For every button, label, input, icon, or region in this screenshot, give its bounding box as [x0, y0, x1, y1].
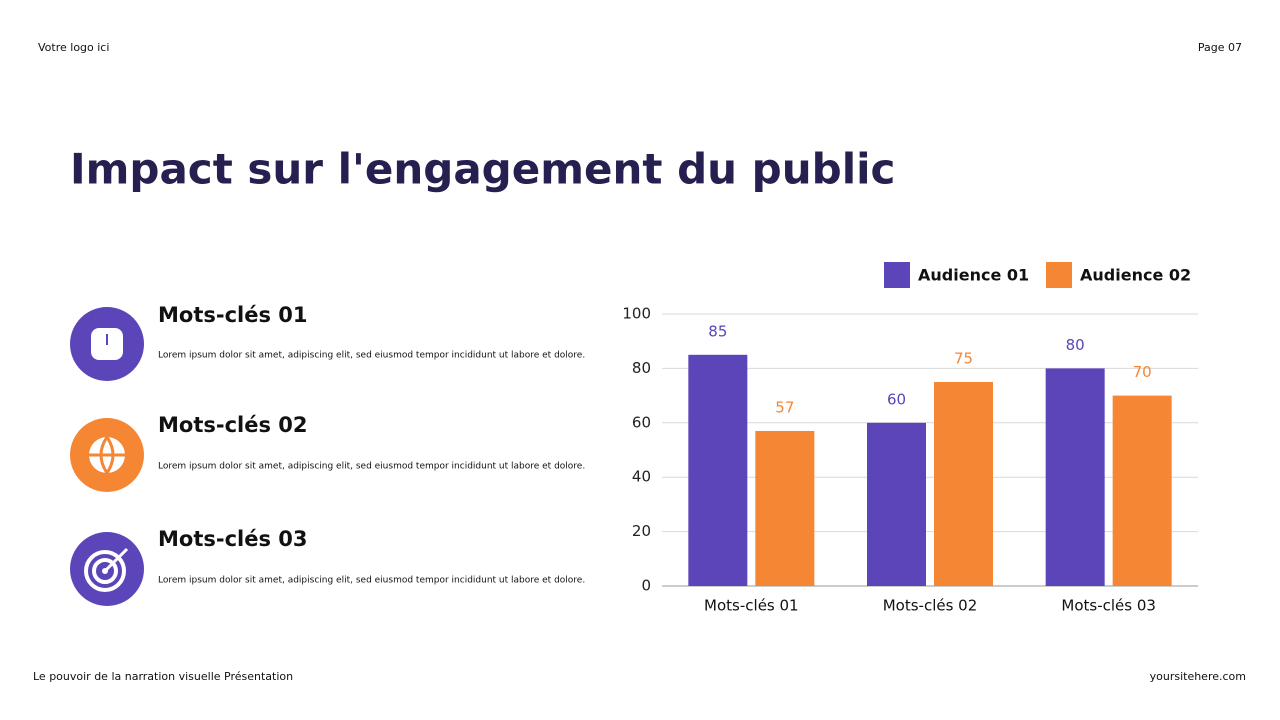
arrow — [103, 547, 129, 573]
y-tick-label: 40 — [632, 468, 651, 486]
bar — [755, 430, 815, 586]
data-label: 57 — [775, 398, 794, 416]
footer-right: yoursitehere.com — [1150, 670, 1246, 683]
item: Mots-clés 03 Lorem ipsum dolor sit amet,… — [70, 527, 585, 606]
data-label: 75 — [954, 350, 973, 368]
x-tick-label: Mots-clés 03 — [1061, 597, 1156, 615]
item: Mots-clés 02 Lorem ipsum dolor sit amet,… — [70, 413, 585, 492]
y-tick-label: 80 — [632, 359, 651, 377]
bar — [934, 382, 993, 586]
y-tick-label: 0 — [641, 577, 651, 595]
footer-left: Le pouvoir de la narration visuelle Prés… — [33, 670, 293, 683]
item: Mots-clés 01 Lorem ipsum dolor sit amet,… — [70, 303, 585, 381]
x-tick-label: Mots-clés 01 — [704, 597, 799, 615]
logo: Votre logo ici — [38, 41, 109, 54]
bar — [688, 354, 748, 586]
item-text: Lorem ipsum dolor sit amet, adipiscing e… — [158, 462, 585, 472]
data-label: 70 — [1133, 363, 1152, 381]
y-tick-label: 60 — [632, 413, 651, 431]
legend-swatch — [1046, 262, 1072, 288]
page-number: Page 07 — [1198, 41, 1242, 54]
y-tick-label: 20 — [632, 522, 651, 540]
bar — [1112, 395, 1172, 586]
item-title: Mots-clés 02 — [158, 413, 308, 437]
data-label: 60 — [887, 390, 906, 408]
target-icon — [84, 550, 126, 592]
y-tick-label: 100 — [622, 305, 651, 323]
data-label: 80 — [1066, 336, 1085, 354]
data-label: 85 — [708, 322, 727, 340]
item-title: Mots-clés 01 — [158, 303, 308, 327]
item-text: Lorem ipsum dolor sit amet, adipiscing e… — [158, 576, 585, 586]
legend-label: Audience 01 — [918, 266, 1029, 285]
bar — [1045, 368, 1105, 586]
item-title: Mots-clés 03 — [158, 527, 308, 551]
x-tick-label: Mots-clés 02 — [883, 597, 978, 615]
chart: 0 20 40 60 80 100 Audience 01 Audience 02 Mots-c… — [622, 262, 1198, 615]
bar — [867, 422, 926, 586]
legend-swatch — [884, 262, 910, 288]
target-ring — [92, 558, 118, 584]
legend-label: Audience 02 — [1080, 266, 1191, 285]
item-text: Lorem ipsum dolor sit amet, adipiscing e… — [158, 351, 585, 361]
slide-title: Impact sur l'engagement du public — [70, 145, 895, 194]
globe-lines — [89, 436, 125, 474]
